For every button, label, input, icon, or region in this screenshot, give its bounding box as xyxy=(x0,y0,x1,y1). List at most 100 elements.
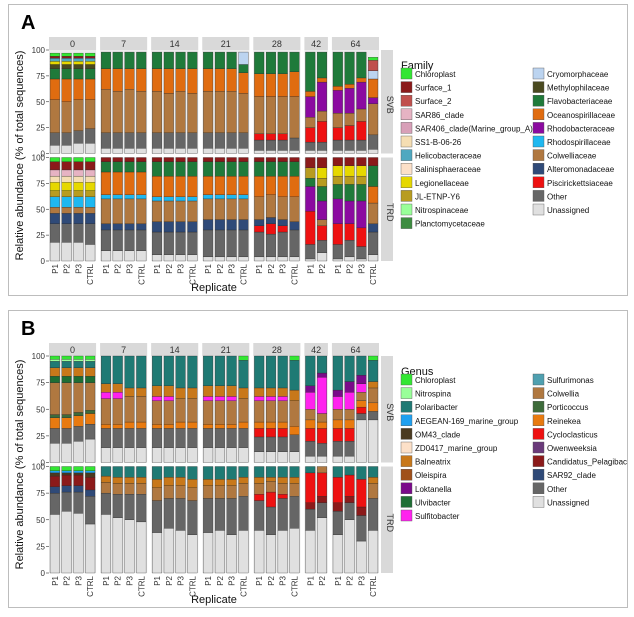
bar-segment xyxy=(49,161,60,171)
bar-segment xyxy=(265,133,276,141)
bar-segment xyxy=(175,161,186,177)
bar-segment xyxy=(226,91,237,133)
y-tick-label: 25 xyxy=(36,432,45,441)
bar-segment xyxy=(368,78,379,98)
bar-segment xyxy=(344,184,355,202)
y-tick-label: 50 xyxy=(36,98,45,107)
bar-segment xyxy=(49,213,60,224)
bar-segment xyxy=(226,534,237,574)
bar-segment xyxy=(203,91,214,133)
bar-segment xyxy=(73,142,84,154)
bar-segment xyxy=(203,485,214,499)
legend-swatch xyxy=(400,414,413,427)
bar-segment xyxy=(163,428,174,448)
bar-segment xyxy=(356,81,367,110)
x-tick-label: P3 xyxy=(228,575,237,585)
bar-segment xyxy=(356,184,367,202)
x-tick-label: P3 xyxy=(357,575,366,585)
bar-segment xyxy=(356,419,367,463)
bar-segment xyxy=(226,157,237,162)
bar-segment xyxy=(317,157,328,169)
x-tick-label: CTRL xyxy=(188,263,197,284)
bar-segment xyxy=(85,355,96,360)
bar-segment xyxy=(238,428,249,448)
bar-segment xyxy=(305,419,316,429)
bar-segment xyxy=(332,139,343,151)
bar-segment xyxy=(49,382,60,415)
bar-segment xyxy=(332,258,343,262)
bar-segment xyxy=(187,148,198,154)
legend-swatch xyxy=(532,190,545,202)
bar-segment xyxy=(332,355,343,391)
bar-segment xyxy=(368,70,379,80)
bar-segment xyxy=(305,117,316,128)
bar-segment xyxy=(85,410,96,414)
bar-segment xyxy=(332,466,343,478)
bar-segment xyxy=(73,196,84,208)
bar-segment xyxy=(152,51,163,69)
facet-strip-label: 28 xyxy=(272,345,282,355)
legend-label: Loktanella xyxy=(415,485,452,494)
x-tick-label: P2 xyxy=(318,575,327,585)
bar-segment xyxy=(163,385,174,397)
bar-segment xyxy=(254,96,265,134)
bar-segment xyxy=(265,491,276,508)
bar-segment xyxy=(368,57,379,61)
bar-segment xyxy=(238,198,249,220)
bar-segment xyxy=(85,78,96,100)
bar-segment xyxy=(203,532,214,574)
bar-segment xyxy=(61,359,72,362)
bar-segment xyxy=(305,355,316,386)
bar-segment xyxy=(163,148,174,154)
bar-segment xyxy=(368,355,379,361)
facet-strip-label: 7 xyxy=(121,345,126,355)
bar-segment xyxy=(163,396,174,401)
bar-segment xyxy=(136,476,147,484)
x-tick-label: P1 xyxy=(255,263,264,273)
panel-label: A xyxy=(21,12,35,34)
bar-segment xyxy=(175,421,186,429)
bar-segment xyxy=(317,466,328,474)
x-tick-label: P2 xyxy=(165,575,174,585)
bar-segment xyxy=(163,175,174,197)
bar-segment xyxy=(226,498,237,535)
legend-swatch xyxy=(400,190,413,202)
bar-segment xyxy=(332,198,343,224)
bar-segment xyxy=(203,161,214,177)
bar-segment xyxy=(187,132,198,149)
bar-segment xyxy=(136,194,147,200)
bar-segment xyxy=(152,479,163,488)
bar-segment xyxy=(238,64,249,73)
bar-segment xyxy=(203,424,214,429)
bar-segment xyxy=(112,392,123,399)
bar-segment xyxy=(163,424,174,429)
x-tick-label: CTRL xyxy=(137,575,146,596)
bar-segment xyxy=(254,387,265,397)
x-tick-label: P1 xyxy=(51,575,60,585)
bar-segment xyxy=(73,242,84,262)
bar-segment xyxy=(73,359,84,362)
bar-segment xyxy=(85,470,96,474)
bar-segment xyxy=(289,434,300,452)
bar-segment xyxy=(356,121,367,141)
bar-segment xyxy=(100,398,111,425)
x-tick-label: P2 xyxy=(267,575,276,585)
legend-swatch xyxy=(532,135,545,148)
bar-segment xyxy=(163,400,174,425)
bar-segment xyxy=(100,492,111,515)
bar-segment xyxy=(175,398,186,423)
bar-segment xyxy=(49,466,60,471)
bar-segment xyxy=(356,157,367,166)
facet-strip xyxy=(304,343,328,356)
bar-segment xyxy=(277,96,288,134)
bar-segment xyxy=(289,528,300,574)
legend-swatch xyxy=(400,217,413,229)
legend-label: Nitrospina xyxy=(415,390,452,399)
bar-segment xyxy=(332,223,343,245)
legend-swatch xyxy=(400,441,413,454)
bar-segment xyxy=(187,534,198,574)
bar-segment xyxy=(100,132,111,149)
bar-segment xyxy=(254,133,265,141)
bar-segment xyxy=(124,494,135,520)
bar-segment xyxy=(175,51,186,69)
